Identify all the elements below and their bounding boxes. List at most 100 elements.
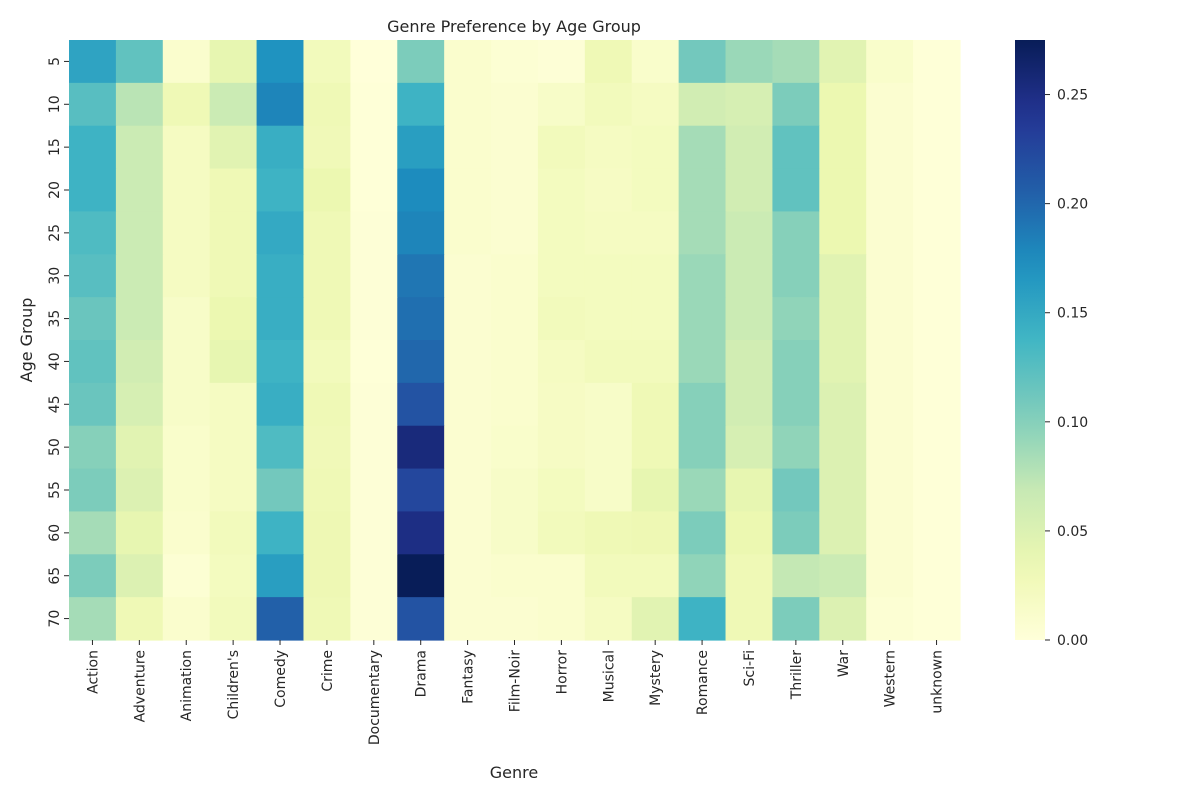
heatmap-cell (866, 468, 914, 513)
heatmap-cell (631, 554, 680, 598)
heatmap-cell (115, 340, 164, 384)
heatmap-cell (209, 125, 258, 170)
y-axis-label: Age Group (17, 298, 36, 383)
heatmap-cell (162, 511, 211, 555)
heatmap-cell (819, 168, 867, 213)
heatmap-cell (115, 554, 164, 598)
y-tick-label: 70 (47, 610, 63, 628)
heatmap-cell (69, 468, 117, 513)
x-tick-label: Western (883, 650, 899, 707)
heatmap-cell (397, 82, 445, 127)
x-tick-label: Animation (179, 650, 195, 721)
heatmap-cell (256, 554, 305, 598)
heatmap-cell (678, 382, 727, 427)
x-axis-label: Genre (490, 763, 538, 782)
y-tick-label: 20 (47, 181, 63, 199)
heatmap-cell (350, 597, 398, 641)
heatmap-cell (350, 40, 398, 84)
heatmap-cell (209, 382, 258, 427)
heatmap-cell (725, 82, 774, 127)
heatmap-cell (584, 382, 633, 427)
heatmap-cell (537, 511, 586, 555)
heatmap-cell (162, 382, 211, 427)
heatmap-cell (537, 82, 586, 127)
heatmap-cell (303, 254, 351, 298)
colorbar-tick-label: 0.10 (1057, 415, 1088, 431)
heatmap-cell (69, 425, 117, 470)
heatmap-cell (397, 125, 445, 170)
heatmap-cell (678, 554, 727, 598)
heatmap-cell (866, 211, 914, 255)
heatmap-cell (584, 211, 633, 255)
heatmap-cell (303, 511, 351, 555)
heatmap-cell (631, 211, 680, 255)
heatmap-cell (678, 340, 727, 384)
heatmap-cell (256, 468, 305, 513)
heatmap-cell (444, 125, 492, 170)
heatmap-cell (491, 511, 539, 555)
heatmap-cell (866, 554, 914, 598)
heatmap-cell (584, 168, 633, 213)
heatmap-cell (69, 82, 117, 127)
y-tick-label: 15 (47, 138, 63, 156)
heatmap-cell (866, 511, 914, 555)
heatmap-cell (537, 297, 586, 341)
heatmap-cell (725, 554, 774, 598)
heatmap-cell (584, 468, 633, 513)
heatmap-cell (256, 40, 305, 84)
heatmap-cell (584, 425, 633, 470)
heatmap-cell (866, 297, 914, 341)
heatmap-cell (584, 511, 633, 555)
heatmap-cell (772, 382, 820, 427)
heatmap-cell (913, 511, 961, 555)
heatmap-cell (772, 82, 820, 127)
heatmap-cell (537, 554, 586, 598)
heatmap-cell (725, 125, 774, 170)
heatmap-cells (69, 40, 961, 641)
heatmap-cell (350, 382, 398, 427)
chart-title: Genre Preference by Age Group (387, 17, 641, 36)
heatmap-cell (350, 211, 398, 255)
heatmap-cell (631, 382, 680, 427)
x-tick-label: Romance (695, 650, 711, 715)
heatmap-cell (913, 211, 961, 255)
heatmap-cell (162, 297, 211, 341)
heatmap-cell (584, 82, 633, 127)
heatmap-cell (162, 211, 211, 255)
x-tick-label: War (836, 650, 852, 678)
heatmap-cell (866, 340, 914, 384)
x-tick-label: Mystery (648, 650, 664, 706)
heatmap-cell (209, 554, 258, 598)
heatmap-cell (725, 382, 774, 427)
heatmap-cell (631, 254, 680, 298)
colorbar-tick-label: 0.25 (1057, 88, 1088, 104)
heatmap-cell (444, 511, 492, 555)
heatmap-cell (913, 468, 961, 513)
heatmap-cell (725, 168, 774, 213)
heatmap-cell (491, 468, 539, 513)
heatmap-cell (209, 425, 258, 470)
heatmap-cell (350, 511, 398, 555)
x-tick-label: Horror (554, 650, 570, 695)
y-tick-label: 10 (47, 95, 63, 113)
heatmap-cell (397, 597, 445, 641)
heatmap-cell (913, 82, 961, 127)
heatmap-cell (162, 340, 211, 384)
heatmap-cell (678, 468, 727, 513)
y-tick-label: 55 (47, 481, 63, 499)
heatmap-cell (678, 297, 727, 341)
heatmap-cell (866, 125, 914, 170)
heatmap-cell (491, 382, 539, 427)
heatmap-cell (772, 254, 820, 298)
heatmap-cell (444, 382, 492, 427)
heatmap-cell (725, 425, 774, 470)
heatmap-cell (350, 82, 398, 127)
heatmap-cell (491, 597, 539, 641)
heatmap-cell (444, 40, 492, 84)
heatmap-cell (631, 82, 680, 127)
heatmap-cell (69, 211, 117, 255)
heatmap-cell (913, 340, 961, 384)
heatmap-cell (631, 340, 680, 384)
colorbar-ticks: 0.00 0.05 0.10 0.15 0.20 0.25 (1045, 88, 1088, 649)
heatmap-cell (491, 254, 539, 298)
